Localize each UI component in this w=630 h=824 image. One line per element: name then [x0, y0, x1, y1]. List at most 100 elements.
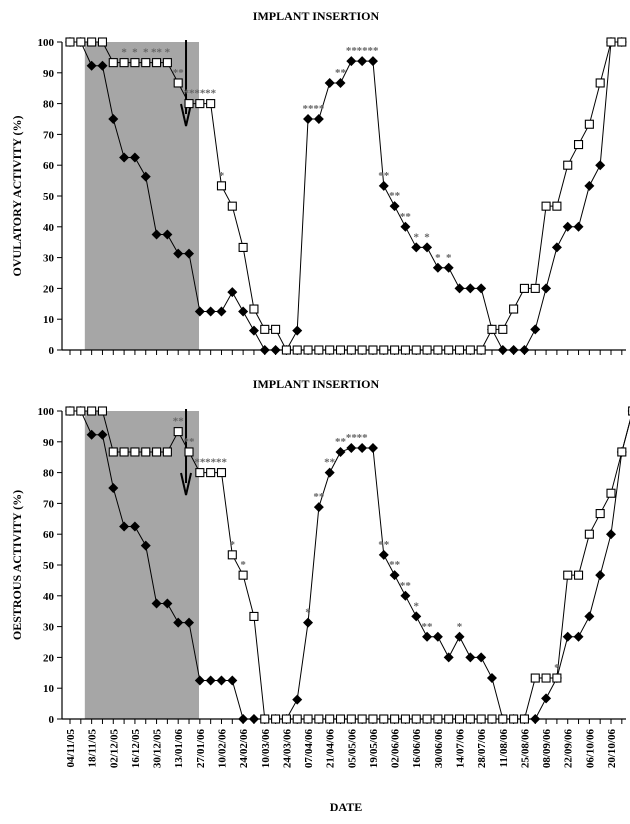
implant-period-shading [84, 42, 200, 350]
square-point [617, 447, 627, 457]
square-point [519, 714, 529, 724]
x-tick-label: 16/12/05 [130, 729, 142, 769]
diamond-point [432, 631, 443, 642]
x-tick-label: 10/02/06 [216, 729, 228, 769]
significance-marker: ** [357, 45, 369, 57]
y-tick-label: 20 [43, 652, 55, 664]
y-tick-label: 100 [38, 406, 55, 418]
square-point [130, 447, 140, 457]
square-point [292, 345, 302, 355]
square-point [173, 78, 183, 88]
square-point [141, 447, 151, 457]
square-point [368, 345, 378, 355]
square-point [76, 406, 86, 416]
x-tick-label: 07/04/06 [303, 729, 315, 769]
diamond-point [86, 60, 97, 71]
square-point [584, 529, 594, 539]
x-tick-label: 10/03/06 [260, 729, 272, 769]
x-tick-label: 04/11/05 [65, 729, 77, 768]
implant-period-shading [84, 411, 200, 719]
x-tick-label: 22/09/06 [563, 729, 575, 769]
square-point [487, 324, 497, 334]
y-tick-label: 40 [43, 222, 55, 234]
diamond-point [454, 631, 465, 642]
y-tick-label: 60 [43, 160, 55, 172]
x-axis-label: DATE [330, 800, 362, 814]
square-point [606, 488, 616, 498]
diamond-point [205, 306, 216, 317]
diamond-point [389, 201, 400, 212]
y-axis-label: OESTROUS ACTIVITY (%) [10, 490, 24, 640]
series-line-2 [70, 41, 622, 351]
square-point [314, 345, 324, 355]
square-point [357, 345, 367, 355]
y-tick-label: 60 [43, 529, 55, 541]
x-tick-label: 11/08/06 [498, 729, 510, 768]
significance-marker: * [305, 607, 311, 619]
diamond-point [497, 345, 508, 355]
x-tick-label: 13/01/06 [173, 729, 185, 769]
square-point [433, 714, 443, 724]
square-point [346, 714, 356, 724]
square-point [444, 714, 454, 724]
diamond-point [411, 242, 422, 253]
significance-marker: * [435, 252, 441, 264]
diamond-point [367, 442, 378, 453]
x-tick-label: 30/12/05 [152, 729, 164, 769]
y-tick-label: 10 [43, 683, 55, 695]
square-point [573, 570, 584, 580]
diamond-point [551, 242, 562, 253]
significance-marker: ** [205, 88, 217, 100]
diamond-point [562, 221, 573, 232]
square-point [335, 345, 346, 355]
x-tick-label: 08/09/06 [541, 729, 553, 769]
significance-marker: ** [313, 103, 325, 115]
square-point [563, 160, 573, 170]
y-tick-label: 30 [43, 253, 55, 265]
square-point [379, 345, 389, 355]
square-point [541, 201, 551, 211]
diamond-point [519, 345, 530, 355]
square-point [617, 37, 627, 47]
diamond-point [357, 56, 368, 67]
square-point [184, 447, 194, 457]
square-point [444, 345, 454, 355]
x-tick-label: 02/06/06 [390, 729, 402, 769]
diamond-point [465, 652, 476, 663]
diamond-point [162, 598, 173, 609]
square-point [606, 37, 616, 47]
diamond-point [216, 306, 227, 317]
significance-marker: * [165, 47, 171, 59]
square-point [563, 570, 573, 580]
square-point [119, 447, 129, 457]
diamond-point [389, 570, 400, 581]
square-point [195, 468, 205, 478]
x-tick-label: 14/07/06 [455, 729, 467, 769]
square-point [465, 345, 475, 355]
square-point [400, 714, 410, 724]
x-tick-label: 05/05/06 [346, 729, 358, 769]
significance-marker: ** [378, 170, 390, 182]
diamond-point [367, 56, 378, 67]
diamond-point [216, 675, 227, 686]
square-point [541, 673, 551, 683]
diamond-point [292, 694, 303, 705]
y-tick-label: 10 [43, 314, 55, 326]
y-tick-label: 90 [43, 437, 55, 449]
significance-marker: * [413, 600, 419, 612]
diamond-point [140, 171, 151, 182]
square-point [271, 714, 281, 724]
diamond-point [248, 325, 259, 336]
square-point [433, 345, 443, 355]
chart-title: IMPLANT INSERTION [253, 377, 380, 391]
diamond-point [97, 429, 108, 440]
diamond-point [324, 467, 335, 478]
diamond-point [530, 714, 541, 724]
y-tick-label: 90 [43, 68, 55, 80]
square-point [97, 406, 108, 416]
square-point [325, 714, 335, 724]
square-point [325, 345, 335, 355]
square-point [390, 714, 400, 724]
significance-marker: ** [346, 45, 358, 57]
x-tick-label: 24/02/06 [238, 729, 250, 769]
